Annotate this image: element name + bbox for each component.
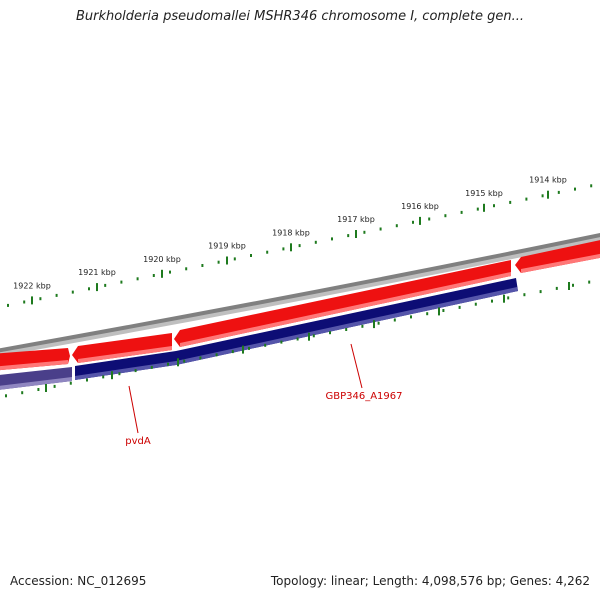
outer-tick-ruler bbox=[7, 184, 593, 307]
scale-label: 1918 kbp bbox=[272, 228, 310, 237]
inner-tick-ruler bbox=[5, 280, 591, 398]
reverse-gene-left-faded-shadow bbox=[0, 377, 72, 390]
GBP346_A1967-leader-line bbox=[350, 343, 363, 389]
gene-label-pvdA[interactable]: pvdA bbox=[125, 436, 151, 447]
reverse-gene-GBP346_A1967-shadow bbox=[176, 287, 518, 365]
scale-label: 1919 kbp bbox=[208, 242, 246, 251]
scale-label: 1915 kbp bbox=[465, 189, 503, 198]
scale-label: 1914 kbp bbox=[529, 176, 567, 185]
scale-label: 1920 kbp bbox=[143, 255, 181, 264]
forward-strand-genes bbox=[0, 238, 600, 371]
scale-label: 1917 kbp bbox=[337, 215, 375, 224]
forward-gene-left-shadow bbox=[0, 360, 68, 371]
reverse-gene-pvdA-shadow bbox=[75, 361, 176, 380]
chromosome-backbone[interactable] bbox=[0, 233, 600, 353]
reverse-strand-genes bbox=[0, 278, 518, 390]
scale-label: 1921 kbp bbox=[78, 268, 116, 277]
scale-label: 1922 kbp bbox=[13, 281, 51, 290]
scale-label: 1916 kbp bbox=[401, 202, 439, 211]
forward-gene-GBP346_A1967-shadow bbox=[180, 272, 511, 347]
map-title: Burkholderia pseudomallei MSHR346 chromo… bbox=[75, 9, 525, 24]
forward-gene-pvdA[interactable] bbox=[72, 333, 172, 363]
forward-gene-right-shadow bbox=[521, 253, 600, 273]
pvdA-leader-line bbox=[128, 385, 139, 434]
topology-summary: Topology: linear; Length: 4,098,576 bp; … bbox=[270, 574, 590, 588]
forward-gene-right[interactable] bbox=[515, 238, 600, 273]
scale-labels: 1922 kbp 1921 kbp 1920 kbp 1919 kbp 1918 kbp… bbox=[13, 176, 567, 291]
backbone-shadow bbox=[0, 234, 600, 357]
gene-label-GBP346_A1967[interactable]: GBP346_A1967 bbox=[325, 391, 402, 402]
forward-gene-GBP346_A1967[interactable] bbox=[174, 260, 511, 347]
accession-label: Accession: NC_012695 bbox=[10, 574, 147, 588]
forward-gene-pvdA-shadow bbox=[78, 346, 172, 363]
